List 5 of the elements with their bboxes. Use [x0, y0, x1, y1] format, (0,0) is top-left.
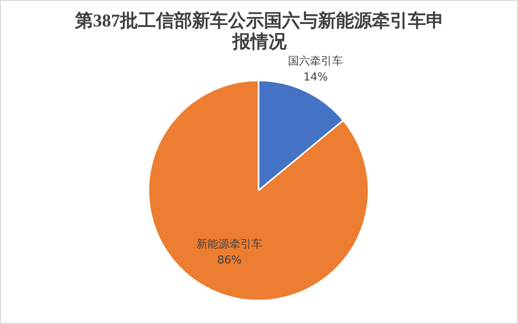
- data-label: 86%: [217, 254, 242, 267]
- slice-label: 国六牵引车: [288, 54, 344, 68]
- data-label: 14%: [303, 70, 328, 84]
- slice-label: 新能源牵引车: [196, 238, 262, 251]
- chart-title: 第387批工信部新车公示国六与新能源牵引车申报情况: [74, 10, 444, 52]
